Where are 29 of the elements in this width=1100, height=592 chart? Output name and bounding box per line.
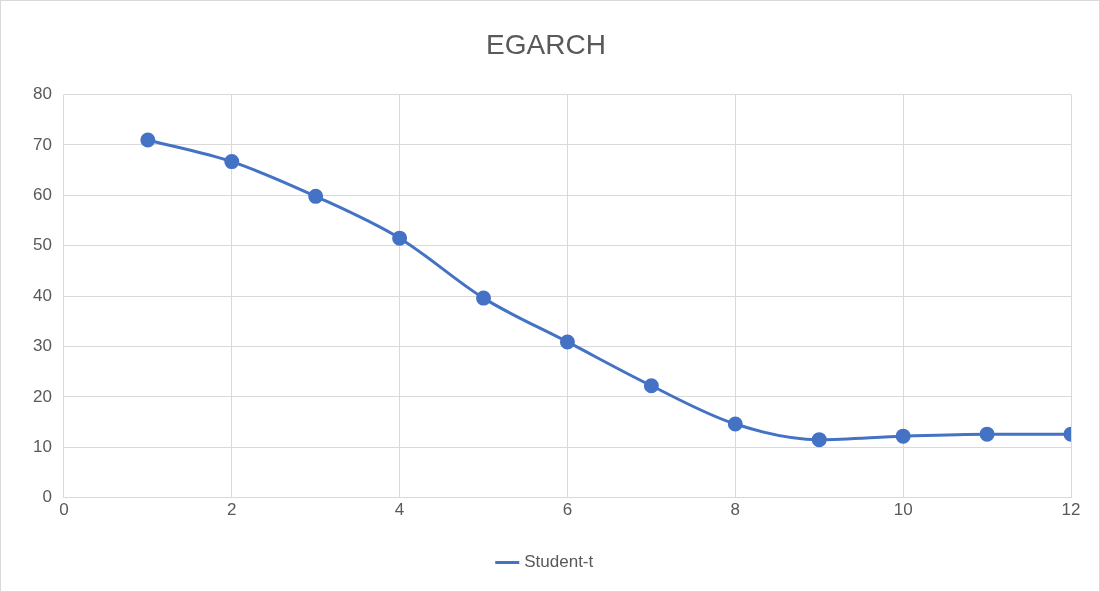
x-tick-label: 10 (893, 500, 913, 520)
point (392, 230, 408, 246)
point (895, 428, 911, 444)
y-tick-label: 40 (32, 285, 52, 305)
point (727, 416, 743, 432)
x-tick-label: 2 (227, 500, 237, 520)
x-tick-label: 6 (562, 500, 573, 520)
point (224, 154, 240, 170)
x-tick-label: 12 (1061, 500, 1081, 520)
y-tick-label: 70 (32, 134, 52, 154)
chart-title: EGARCH (486, 28, 606, 60)
point (559, 334, 575, 350)
x-tick-label: 4 (394, 500, 405, 520)
y-tick-label: 80 (32, 84, 52, 104)
point (140, 132, 156, 148)
y-tick-label: 30 (32, 336, 52, 356)
legend-label: Student-t (524, 552, 594, 572)
y-tick-label: 20 (32, 386, 52, 406)
x-tick-label: 8 (730, 500, 741, 520)
y-tick-label: 60 (32, 185, 52, 205)
point (979, 426, 995, 442)
y-tick-label: 50 (32, 235, 52, 255)
point (476, 290, 492, 306)
point (811, 432, 827, 448)
y-tick-label: 0 (42, 487, 52, 507)
point (643, 378, 659, 394)
y-tick-label: 10 (32, 436, 52, 456)
point (308, 188, 324, 204)
x-tick-label: 0 (59, 500, 69, 520)
